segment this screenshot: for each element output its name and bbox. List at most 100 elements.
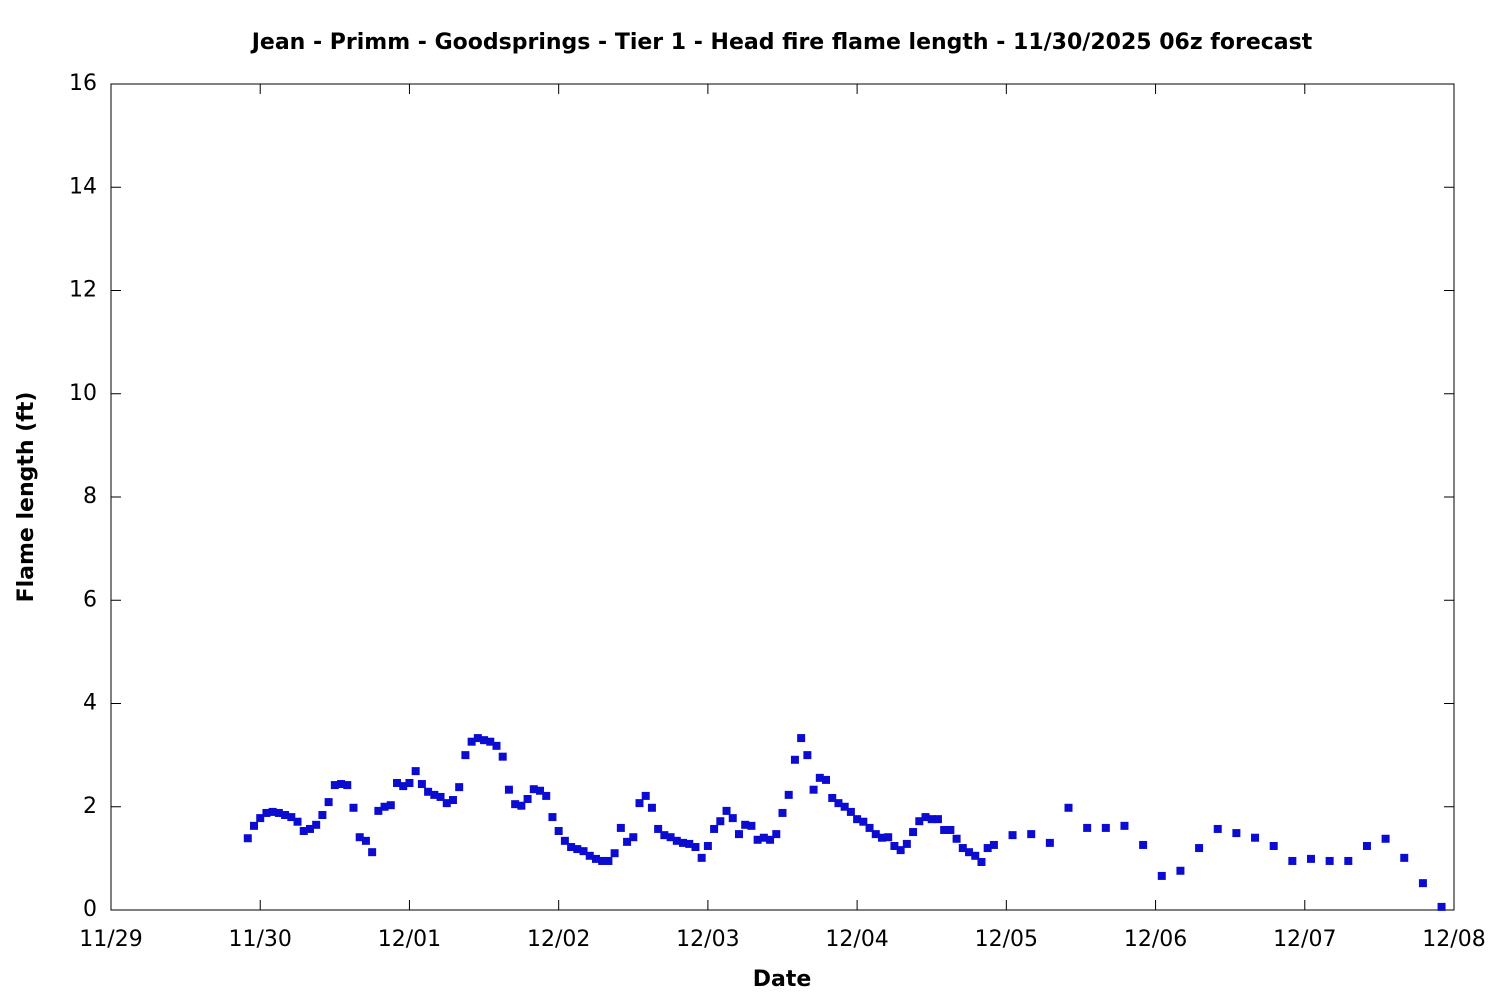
- data-point: [623, 837, 632, 846]
- data-point: [1325, 856, 1334, 865]
- data-point: [343, 781, 352, 790]
- data-point: [380, 802, 389, 811]
- data-point: [262, 808, 271, 817]
- data-point: [940, 825, 949, 834]
- data-point: [616, 823, 625, 832]
- data-point: [834, 799, 843, 808]
- data-point: [598, 856, 607, 865]
- data-point: [766, 835, 775, 844]
- data-point: [703, 841, 712, 850]
- data-point: [666, 833, 675, 842]
- data-point: [480, 736, 489, 745]
- data-point: [250, 821, 259, 830]
- data-point: [853, 815, 862, 824]
- data-point: [989, 840, 998, 849]
- data-point: [542, 791, 551, 800]
- data-point: [318, 811, 327, 820]
- data-point: [591, 854, 600, 863]
- x-tick-label: 12/04: [825, 927, 888, 952]
- data-point: [424, 787, 433, 796]
- data-point: [977, 857, 986, 866]
- data-point: [1064, 803, 1073, 812]
- data-point: [368, 848, 377, 857]
- data-point: [965, 848, 974, 857]
- data-point: [822, 775, 831, 784]
- y-tick-label: 4: [83, 691, 97, 716]
- data-point: [293, 817, 302, 826]
- data-point: [946, 825, 955, 834]
- data-point: [1045, 838, 1054, 847]
- data-point: [1083, 823, 1092, 832]
- data-point: [716, 817, 725, 826]
- data-point: [1008, 831, 1017, 840]
- data-point: [915, 817, 924, 826]
- data-point: [697, 853, 706, 862]
- data-point: [797, 734, 806, 743]
- data-point: [268, 807, 277, 816]
- data-point: [672, 836, 681, 845]
- data-point: [281, 811, 290, 820]
- data-point: [890, 841, 899, 850]
- data-point: [405, 779, 414, 788]
- data-point: [305, 824, 314, 833]
- data-point: [1120, 821, 1129, 830]
- data-point: [585, 851, 594, 860]
- data-point: [933, 815, 942, 824]
- y-tick-label: 0: [83, 897, 97, 922]
- data-point: [604, 856, 613, 865]
- data-point: [393, 779, 402, 788]
- data-point: [828, 793, 837, 802]
- data-point: [355, 833, 364, 842]
- data-point: [573, 845, 582, 854]
- data-point: [902, 839, 911, 848]
- data-point: [952, 834, 961, 843]
- data-point: [1157, 871, 1166, 880]
- data-point: [324, 798, 333, 807]
- data-point: [386, 801, 395, 810]
- y-tick-label: 2: [83, 794, 97, 819]
- data-point: [971, 851, 980, 860]
- x-tick-label: 12/01: [378, 927, 441, 952]
- data-point: [610, 849, 619, 858]
- data-point: [877, 833, 886, 842]
- data-point: [554, 827, 563, 836]
- data-point: [654, 824, 663, 833]
- data-point: [492, 741, 501, 750]
- data-point: [312, 820, 321, 829]
- y-tick-label: 16: [69, 71, 97, 96]
- data-point: [909, 828, 918, 837]
- data-point: [411, 767, 420, 776]
- y-tick-label: 8: [83, 484, 97, 509]
- data-point: [511, 800, 520, 809]
- data-point: [1306, 854, 1315, 863]
- data-point: [517, 801, 526, 810]
- data-point: [1232, 829, 1241, 838]
- data-point: [722, 806, 731, 815]
- data-point: [1400, 853, 1409, 862]
- y-tick-label: 14: [69, 174, 97, 199]
- data-point: [803, 751, 812, 760]
- data-point: [685, 839, 694, 848]
- data-point: [579, 847, 588, 856]
- data-point: [448, 796, 457, 805]
- data-point: [523, 795, 532, 804]
- data-point: [871, 830, 880, 839]
- data-point: [243, 834, 252, 843]
- data-point: [567, 843, 576, 852]
- data-point: [660, 831, 669, 840]
- data-point: [1139, 840, 1148, 849]
- data-point: [759, 833, 768, 842]
- data-point: [1288, 856, 1297, 865]
- data-point: [473, 734, 482, 743]
- data-point: [498, 752, 507, 761]
- data-point: [790, 755, 799, 764]
- x-tick-label: 12/02: [527, 927, 590, 952]
- y-tick-label: 12: [69, 278, 97, 303]
- data-point: [287, 813, 296, 822]
- data-point: [529, 785, 538, 794]
- y-axis-label: Flame length (ft): [14, 392, 39, 603]
- data-point: [1176, 866, 1185, 875]
- data-point: [1269, 841, 1278, 850]
- data-point: [1418, 879, 1427, 888]
